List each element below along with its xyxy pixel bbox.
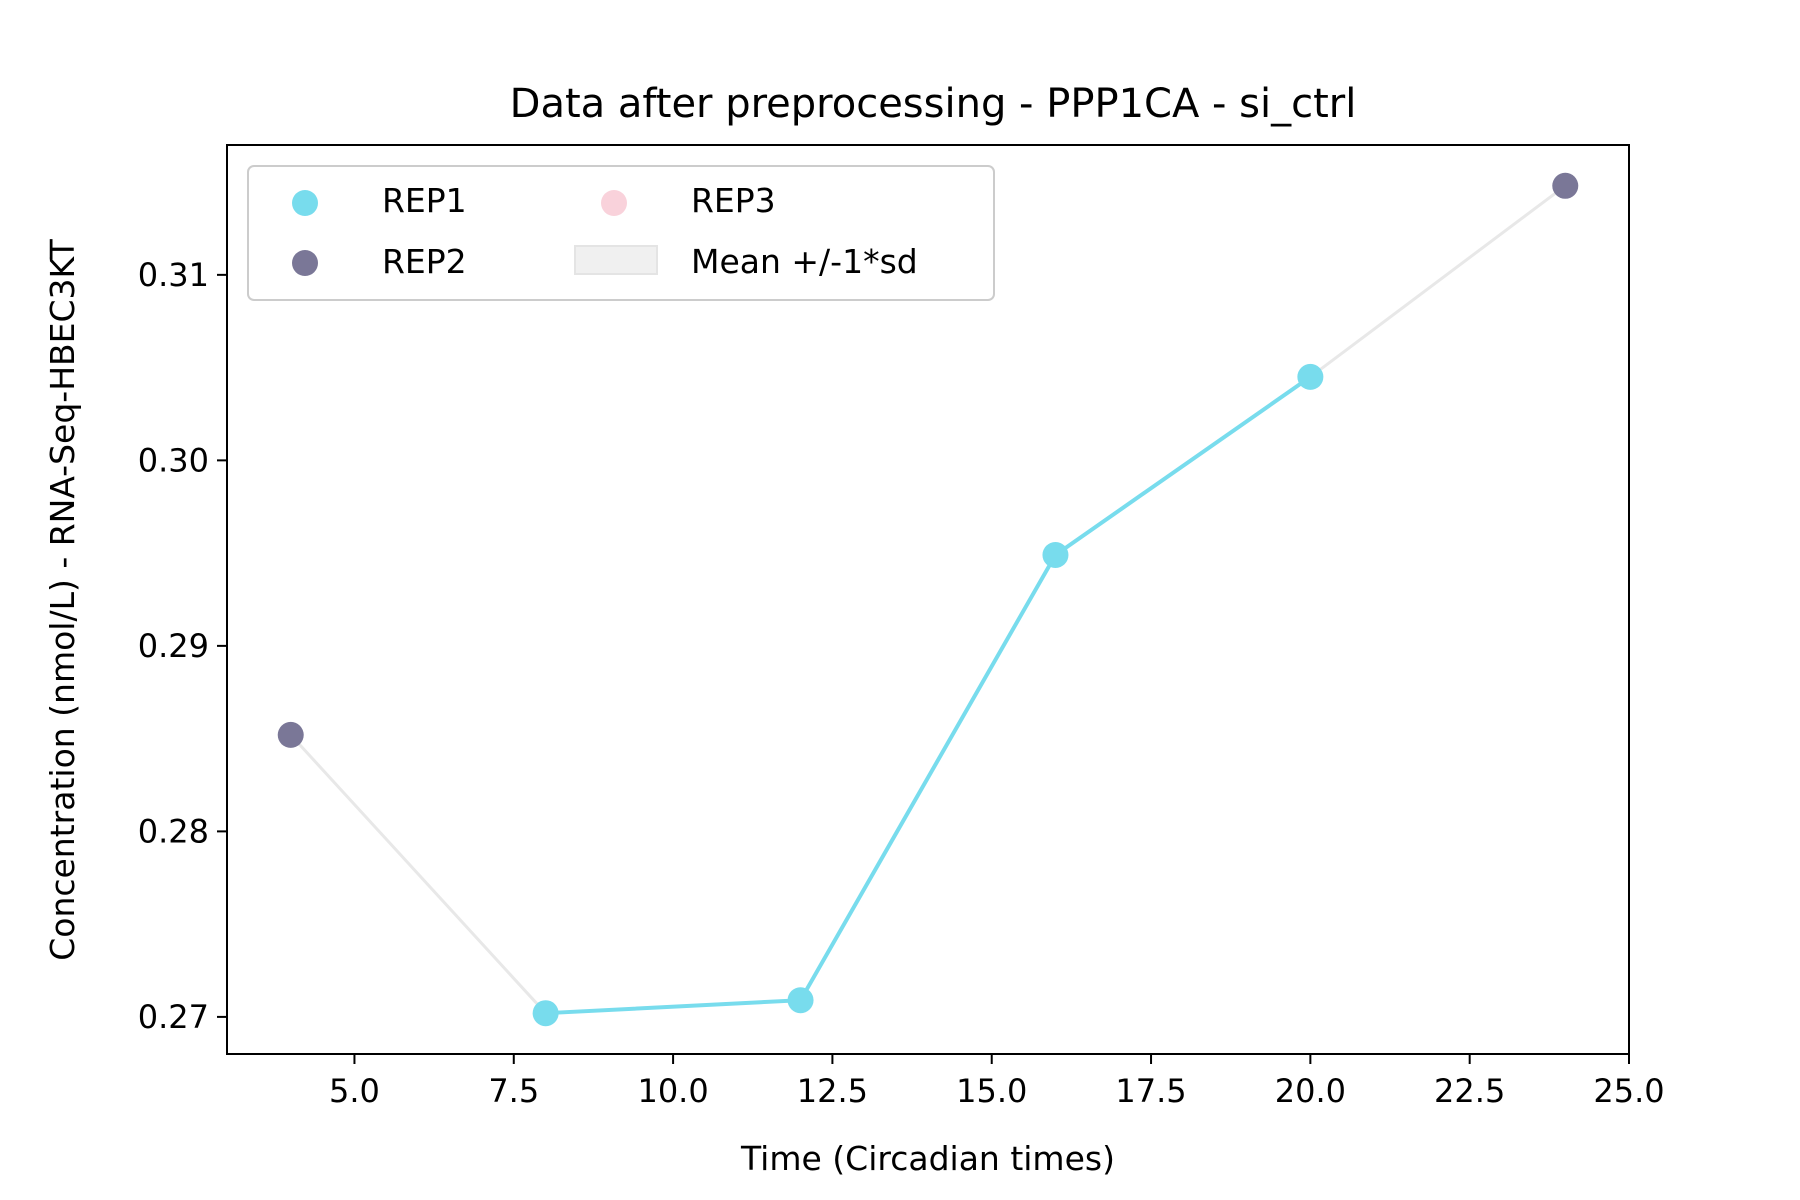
- x-tick-label: 15.0: [956, 1072, 1027, 1110]
- legend-patch-mean-sd: [574, 245, 658, 275]
- x-tick-label: 10.0: [637, 1072, 708, 1110]
- rep1-line: [545, 375, 1312, 1016]
- mean-line: [289, 184, 1567, 1015]
- legend-marker-rep2: [292, 250, 318, 276]
- x-axis-label: Time (Circadian times): [740, 1139, 1115, 1178]
- legend-box: [247, 165, 995, 301]
- legend: REP1 REP2 REP3 Mean +/-1*sd: [247, 165, 995, 301]
- x-tick-label: 7.5: [488, 1072, 539, 1110]
- x-tick-label: 25.0: [1593, 1072, 1664, 1110]
- point-rep1-0: [532, 1000, 559, 1027]
- y-tick-label: 0.31: [138, 256, 209, 294]
- point-rep2-1: [1552, 172, 1579, 199]
- y-tick-label: 0.29: [138, 627, 209, 665]
- x-tick-label: 22.5: [1434, 1072, 1505, 1110]
- legend-label-rep2: REP2: [382, 242, 467, 281]
- point-rep1-3: [1297, 363, 1324, 390]
- x-tick-label: 5.0: [329, 1072, 380, 1110]
- legend-marker-rep3: [601, 190, 627, 216]
- y-axis-label: Concentration (nmol/L) - RNA-Seq-HBEC3KT: [43, 238, 82, 960]
- chart-title: Data after preprocessing - PPP1CA - si_c…: [510, 81, 1357, 127]
- y-tick-label: 0.27: [138, 998, 209, 1036]
- x-tick-label: 17.5: [1115, 1072, 1186, 1110]
- y-tick-label: 0.28: [138, 812, 209, 850]
- point-rep2-0: [277, 721, 304, 748]
- x-axis: 5.0 7.5 10.0 12.5 15.0 17.5 20.0 22.5 25.0: [329, 1054, 1665, 1110]
- point-rep1-1: [787, 987, 814, 1014]
- x-tick-label: 20.0: [1275, 1072, 1346, 1110]
- legend-marker-rep1: [292, 190, 318, 216]
- legend-label-rep1: REP1: [382, 181, 467, 220]
- plot-area: [277, 172, 1579, 1027]
- y-tick-label: 0.30: [138, 441, 209, 479]
- x-tick-label: 12.5: [797, 1072, 868, 1110]
- legend-label-mean-sd: Mean +/-1*sd: [691, 242, 918, 281]
- legend-label-rep3: REP3: [691, 181, 776, 220]
- y-axis: 0.27 0.28 0.29 0.30 0.31: [138, 256, 227, 1036]
- plot-frame: [226, 144, 1630, 1055]
- point-rep1-2: [1042, 541, 1069, 568]
